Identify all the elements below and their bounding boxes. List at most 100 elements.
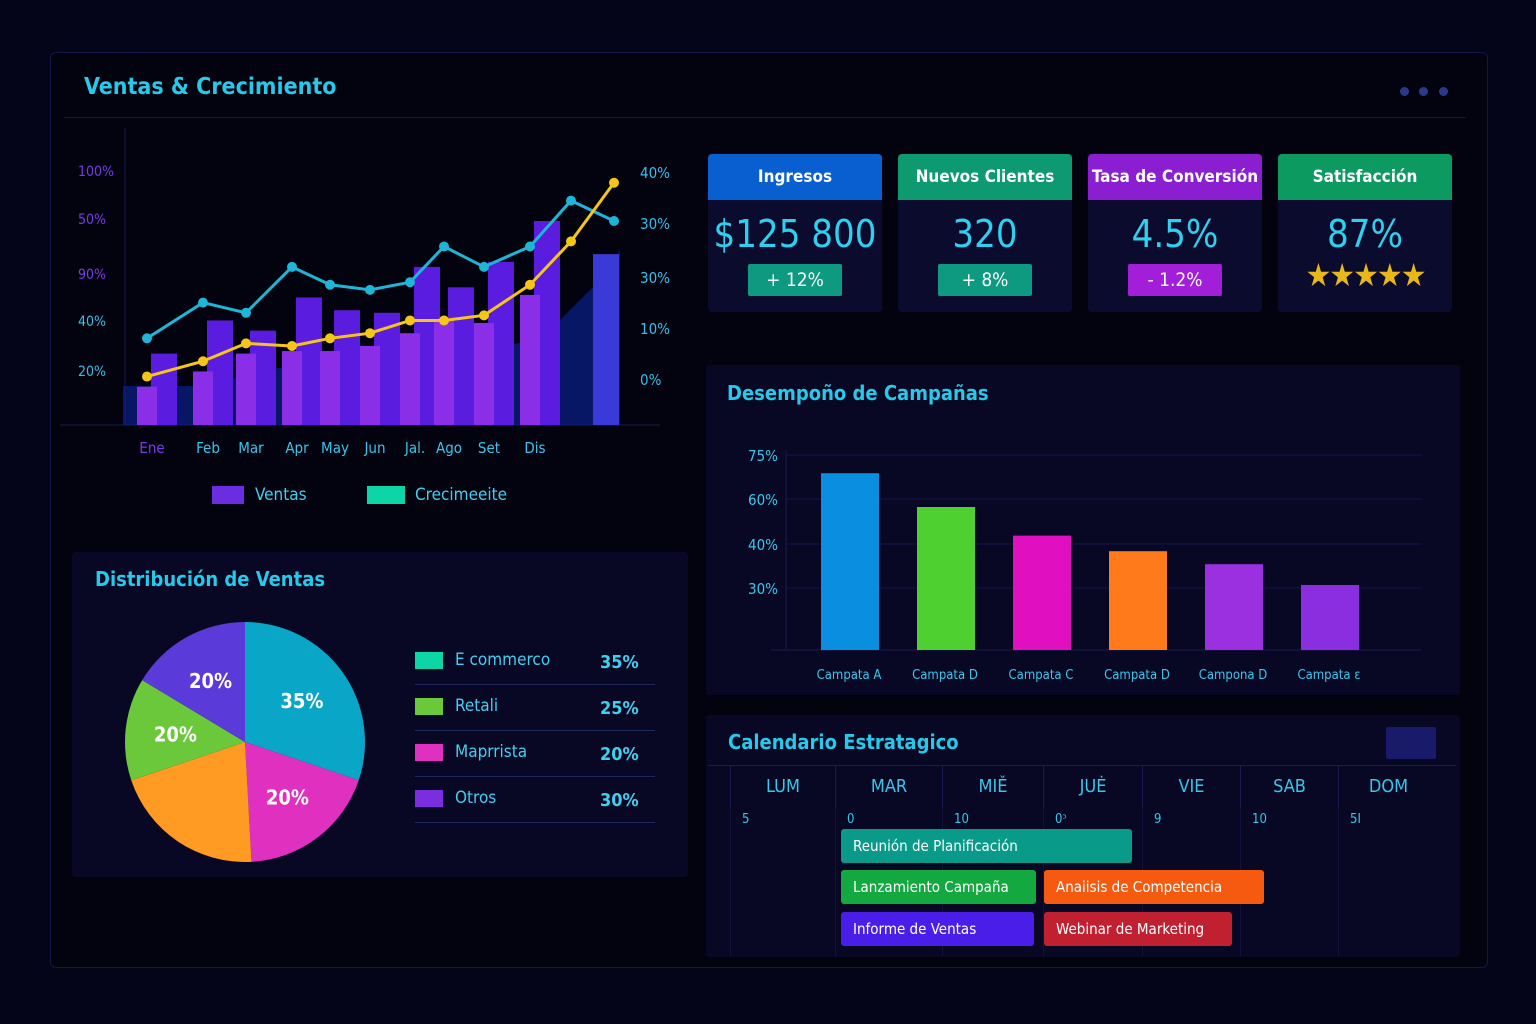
ventas-front-bar [193,371,213,425]
kpi-value: 4.5% [1131,212,1219,256]
calendar-day-header: MAR [835,766,942,808]
y-tick-right: 10% [640,320,670,338]
kpi-change-badge: - 1.2% [1128,264,1222,296]
growth-point [241,338,251,349]
calendar-event[interactable]: Webinar de Marketing [1044,912,1232,946]
y-tick-left: 50% [78,212,106,228]
page-title: Ventas & Crecimiento [84,74,337,100]
calendar-title: Calendario Estratagico [728,730,959,754]
growth-point [525,241,535,252]
kpi-card-0: Ingresos $125 800 + 12% [708,154,882,312]
menu-dot-icon[interactable] [1419,87,1428,96]
y-tick-right: 40% [640,164,670,182]
kpi-title: Tasa de Conversión [1088,154,1262,200]
x-tick: Campata D [1104,668,1170,683]
distribution-title: Distribución de Ventas [95,567,326,591]
x-tick: May [321,439,349,457]
legend-value: 30% [600,790,639,811]
growth-point [405,315,415,326]
campaign-bar [1301,585,1359,650]
growth-point [325,279,335,290]
growth-point [609,216,619,226]
legend-swatch-crecimiento [367,486,405,504]
sales-growth-chart: 100% 50% 90% 40% 20% 40% 30% 30% 10% 0% Ene Feb Mar A… [60,128,670,457]
calendar-date: 9 [1154,812,1162,827]
calendar-event[interactable]: Reunión de Planificación [841,829,1132,863]
legend-name: Retali [455,696,499,716]
growth-point [566,195,576,206]
growth-point [142,371,152,382]
kpi-title: Nuevos Clientes [898,154,1072,200]
calendar-date: 10 [954,812,969,827]
calendar-date: 0 [847,812,855,827]
ventas-front-bar [400,333,420,425]
growth-point [479,261,489,272]
pie-slice [125,680,245,781]
legend-swatch-ventas [212,486,244,504]
kpi-title: Ingresos [708,154,882,200]
x-tick: Ago [436,439,462,457]
growth-point [198,356,208,367]
growth-point [325,333,335,344]
y-tick: 30% [748,580,778,598]
x-tick: Campata D [912,668,978,683]
ventas-front-bar [474,323,494,425]
y-tick-left: 100% [78,164,114,180]
calendar-event[interactable]: Informe de Ventas [841,912,1034,946]
ventas-front-bar [360,345,380,425]
growth-point [566,236,576,247]
menu-dot-icon[interactable] [1439,87,1448,96]
pie-label: 20% [189,669,232,693]
x-tick: Jal. [404,439,425,457]
ventas-front-bar [434,320,454,425]
kpi-card-3: Satisfacción 87% ★★★★★ [1278,154,1452,312]
growth-point [439,315,449,326]
campaign-bar [1205,564,1263,650]
x-tick: Ene [139,439,164,457]
kpi-change-badge: + 12% [748,264,842,296]
kpi-value: 87% [1327,212,1403,256]
calendar-day-header: VIE [1142,766,1240,808]
ventas-front-bar [282,351,302,425]
y-tick-left: 90% [78,267,106,283]
x-tick: Campona D [1199,668,1268,683]
calendar-day-header: JUĖ [1043,766,1142,808]
growth-point [439,241,449,252]
calendar-event[interactable]: Anaiisis de Competencia [1044,870,1264,904]
growth-point [241,307,251,318]
distribution-pie-chart: 35% 20% 20% 20% [125,622,365,862]
growth-point [479,310,489,321]
legend-value: 25% [600,698,639,719]
x-tick: Feb [196,439,220,457]
growth-point [405,277,415,288]
x-tick: Jun [363,439,385,457]
menu-dot-icon[interactable] [1400,87,1409,96]
pie-label: 35% [280,689,323,713]
growth-point [525,279,535,290]
calendar-column-line [730,808,731,956]
legend-divider [415,822,655,823]
legend-swatch [415,790,443,807]
calendar-icon[interactable] [1386,727,1436,759]
legend-divider [415,684,655,685]
campaign-bar [1109,551,1167,650]
growth-line [146,181,616,378]
campaigns-bar-chart: 75% 60% 40% 30% Campata A Campata D Campata C C… [748,447,1421,683]
calendar-event[interactable]: Lanzamiento Campaña [841,870,1036,904]
legend-swatch [415,744,443,761]
calendar-date: 5 [742,812,750,827]
pie-slice [131,742,252,862]
growth-point [365,328,375,339]
calendar-divider [708,765,1456,766]
legend-name: Maprrista [455,742,528,762]
legend-swatch [415,652,443,669]
x-tick: Apr [285,439,309,457]
calendar-date: 0ᵓ [1055,812,1067,827]
pie-slice [245,622,365,781]
kpi-value: 320 [952,212,1018,256]
divider [64,117,1466,118]
ventas-bar [593,254,619,425]
growth-point [365,284,375,295]
growth-point [142,333,152,344]
legend-swatch [415,698,443,715]
